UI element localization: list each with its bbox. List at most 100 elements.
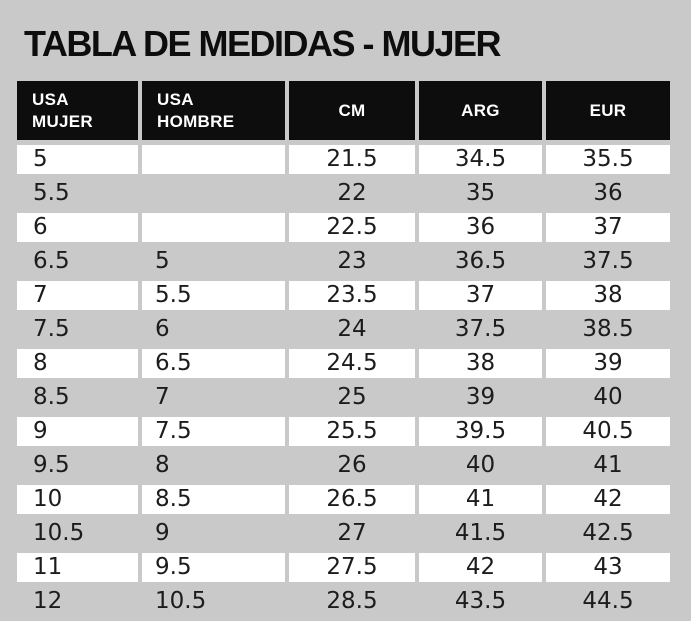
cell-arg: 36.5: [454, 248, 507, 274]
cell-cm: 24.5: [289, 349, 415, 378]
table-body: 5 21.5 34.5 35.5 5.5 22 35 36 6 22.5 36 37 6.5 5 23 36.…: [17, 145, 670, 616]
cell-usa-hombre: 9: [155, 520, 170, 546]
cell-eur: 40.5: [546, 417, 670, 446]
cell-arg: 40: [465, 452, 496, 478]
cell-eur: 39: [546, 349, 670, 378]
cell-usa-hombre: 10.5: [155, 588, 207, 614]
table-row: 5.5 22 35 36: [17, 179, 670, 208]
cell-eur: 37.5: [582, 248, 634, 274]
column-header-label: ARG: [461, 100, 500, 120]
cell-arg: 42: [419, 553, 542, 582]
cell-arg: 35: [465, 180, 496, 206]
cell-usa-mujer: 5: [17, 145, 138, 174]
column-header-eur: EUR: [546, 81, 670, 140]
table-row: 11 9.5 27.5 42 43: [17, 553, 670, 582]
cell-eur: 44.5: [582, 588, 634, 614]
cell-cm: 25: [337, 384, 367, 410]
table-row: 8.5 7 25 39 40: [17, 383, 670, 412]
cell-usa-mujer: 6: [17, 213, 138, 242]
table-row: 9.5 8 26 40 41: [17, 451, 670, 480]
cell-arg: 38: [419, 349, 542, 378]
cell-cm: 22: [337, 180, 367, 206]
header-row: USA MUJER USA HOMBRE CM ARG EUR: [17, 81, 670, 140]
page-title: TABLA DE MEDIDAS - MUJER: [24, 23, 502, 64]
cell-cm: 24: [337, 316, 367, 342]
cell-cm: 21.5: [289, 145, 415, 174]
cell-usa-hombre: 6: [155, 316, 170, 342]
cell-usa-hombre: [142, 145, 285, 174]
cell-eur: 36: [593, 180, 623, 206]
table-row: 5 21.5 34.5 35.5: [17, 145, 670, 174]
column-header-cm: CM: [289, 81, 415, 140]
cell-usa-hombre: 7: [155, 384, 170, 410]
cell-cm: 27.5: [289, 553, 415, 582]
cell-usa-mujer: 12: [33, 588, 63, 614]
cell-eur: 35.5: [546, 145, 670, 174]
size-conversion-table: USA MUJER USA HOMBRE CM ARG EUR 5 21.5 34.5 35.…: [13, 76, 674, 621]
table-row: 6 22.5 36 37: [17, 213, 670, 242]
cell-usa-mujer: 7: [17, 281, 138, 310]
cell-usa-mujer: 7.5: [33, 316, 70, 342]
cell-usa-hombre: 6.5: [142, 349, 285, 378]
cell-arg: 37.5: [454, 316, 507, 342]
table-row: 7.5 6 24 37.5 38.5: [17, 315, 670, 344]
column-header-label: CM: [338, 100, 366, 120]
cell-usa-mujer: 8.5: [33, 384, 70, 410]
cell-usa-hombre: [142, 213, 285, 242]
cell-usa-mujer: 10: [17, 485, 138, 514]
table-row: 10.5 9 27 41.5 42.5: [17, 519, 670, 548]
column-header-label: USA MUJER: [32, 90, 94, 131]
cell-cm: 25.5: [289, 417, 415, 446]
cell-cm: 27: [337, 520, 367, 546]
column-header-usa-hombre: USA HOMBRE: [142, 81, 285, 140]
cell-usa-hombre: 8.5: [142, 485, 285, 514]
cell-eur: 43: [546, 553, 670, 582]
cell-usa-mujer: 10.5: [33, 520, 85, 546]
column-header-usa-mujer: USA MUJER: [17, 81, 138, 140]
cell-usa-mujer: 9.5: [33, 452, 70, 478]
cell-cm: 22.5: [289, 213, 415, 242]
table-row: 12 10.5 28.5 43.5 44.5: [17, 587, 670, 616]
cell-cm: 26.5: [289, 485, 415, 514]
table-row: 7 5.5 23.5 37 38: [17, 281, 670, 310]
cell-eur: 40: [593, 384, 623, 410]
cell-usa-mujer: 6.5: [33, 248, 70, 274]
cell-eur: 42: [546, 485, 670, 514]
cell-cm: 28.5: [326, 588, 378, 614]
cell-cm: 23.5: [289, 281, 415, 310]
cell-usa-hombre: 5.5: [142, 281, 285, 310]
table-header: USA MUJER USA HOMBRE CM ARG EUR: [17, 81, 670, 140]
table-row: 8 6.5 24.5 38 39: [17, 349, 670, 378]
cell-arg: 41: [419, 485, 542, 514]
column-header-label: EUR: [589, 100, 627, 120]
cell-cm: 26: [337, 452, 367, 478]
cell-usa-hombre: 7.5: [142, 417, 285, 446]
table-row: 9 7.5 25.5 39.5 40.5: [17, 417, 670, 446]
cell-usa-mujer: 8: [17, 349, 138, 378]
cell-arg: 39: [465, 384, 496, 410]
cell-eur: 38: [546, 281, 670, 310]
cell-usa-mujer: 9: [17, 417, 138, 446]
cell-eur: 37: [546, 213, 670, 242]
cell-eur: 38.5: [582, 316, 634, 342]
column-header-label: USA HOMBRE: [157, 90, 235, 131]
cell-arg: 41.5: [454, 520, 507, 546]
cell-usa-hombre: [142, 179, 285, 208]
table-row: 6.5 5 23 36.5 37.5: [17, 247, 670, 276]
table-row: 10 8.5 26.5 41 42: [17, 485, 670, 514]
cell-usa-mujer: 11: [17, 553, 138, 582]
cell-arg: 34.5: [419, 145, 542, 174]
cell-usa-hombre: 8: [155, 452, 170, 478]
cell-eur: 42.5: [582, 520, 634, 546]
cell-usa-mujer: 5.5: [33, 180, 70, 206]
cell-usa-hombre: 9.5: [142, 553, 285, 582]
cell-usa-hombre: 5: [155, 248, 170, 274]
cell-arg: 43.5: [454, 588, 507, 614]
cell-cm: 23: [337, 248, 367, 274]
cell-eur: 41: [593, 452, 623, 478]
column-header-arg: ARG: [419, 81, 542, 140]
cell-arg: 37: [419, 281, 542, 310]
cell-arg: 36: [419, 213, 542, 242]
cell-arg: 39.5: [419, 417, 542, 446]
